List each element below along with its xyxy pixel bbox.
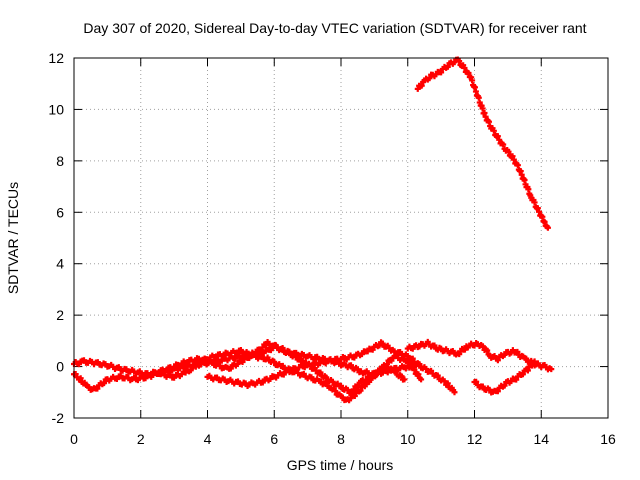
y-tick-label: 6 [56, 204, 64, 220]
data-point [94, 385, 101, 392]
y-axis-label: SDTVAR / TECUs [5, 182, 21, 294]
data-point [494, 388, 501, 395]
data-point [485, 118, 492, 125]
y-tick-label: 12 [48, 50, 64, 66]
plot-frame [73, 57, 609, 419]
y-tick-label: 0 [56, 359, 64, 375]
data-point [234, 361, 241, 368]
data-point [348, 362, 355, 369]
data-point [438, 69, 445, 76]
data-point [500, 141, 507, 148]
data-point [484, 347, 491, 354]
data-point [509, 153, 516, 160]
data-point [426, 75, 433, 82]
data-point [227, 365, 234, 372]
data-point [376, 342, 383, 349]
x-axis-label: GPS time / hours [287, 457, 394, 473]
data-points [71, 56, 555, 404]
data-point [264, 354, 271, 361]
data-point [465, 69, 472, 76]
data-point [357, 387, 364, 394]
x-tick-label: 2 [137, 431, 145, 447]
data-point [494, 357, 501, 364]
x-tick-label: 4 [204, 431, 212, 447]
data-point [77, 375, 84, 382]
data-point [392, 368, 399, 375]
data-point [541, 218, 548, 225]
series-s4 [204, 339, 458, 396]
data-point [523, 355, 530, 362]
data-point [271, 358, 278, 365]
data-point [444, 380, 451, 387]
y-tick-label: 10 [48, 101, 64, 117]
data-point [194, 361, 201, 368]
data-point [456, 58, 463, 65]
data-point [372, 373, 379, 380]
series-s7 [414, 56, 551, 231]
data-point [431, 342, 438, 349]
data-point [534, 205, 541, 212]
data-point [490, 127, 497, 134]
x-tick-label: 14 [533, 431, 549, 447]
data-point [338, 382, 344, 389]
data-point [292, 353, 299, 360]
series-s6 [471, 358, 538, 396]
data-point [367, 376, 374, 383]
data-point [501, 382, 508, 389]
data-point [286, 348, 293, 355]
data-point [444, 63, 451, 70]
data-point [378, 367, 385, 374]
data-point [548, 366, 555, 373]
data-point [383, 361, 390, 368]
data-point [519, 371, 526, 378]
data-point [531, 199, 538, 206]
y-tick-label: 4 [56, 256, 64, 272]
data-point [401, 376, 408, 383]
data-point [332, 387, 339, 394]
data-point [451, 389, 458, 396]
data-point [513, 376, 520, 383]
y-tick-label: -2 [52, 410, 65, 426]
data-point [434, 372, 441, 379]
data-point [441, 378, 448, 385]
data-point [539, 213, 546, 220]
x-tick-label: 0 [70, 431, 78, 447]
x-tick-label: 12 [467, 431, 483, 447]
y-tick-label: 2 [56, 307, 64, 323]
data-point [510, 156, 517, 163]
series-s5 [404, 338, 555, 373]
data-point [409, 355, 416, 362]
data-point [494, 133, 501, 140]
data-point [101, 380, 108, 387]
data-point [481, 110, 488, 117]
data-point [461, 64, 468, 71]
data-point [415, 371, 422, 378]
x-tick-label: 6 [270, 431, 278, 447]
data-point [496, 136, 503, 143]
data-point [379, 340, 386, 347]
x-tick-label: 16 [600, 431, 616, 447]
y-tick-label: 8 [56, 153, 64, 169]
data-point [398, 373, 405, 380]
data-point [416, 361, 423, 368]
data-point [317, 369, 324, 376]
data-point [473, 378, 480, 385]
x-tick-label: 10 [400, 431, 416, 447]
data-point [544, 224, 551, 231]
data-point [524, 367, 531, 374]
data-point [531, 358, 538, 365]
grid [74, 58, 608, 418]
data-point [418, 376, 425, 383]
data-point [418, 82, 425, 89]
x-tick-label: 8 [337, 431, 345, 447]
chart-title: Day 307 of 2020, Sidereal Day-to-day VTE… [83, 20, 586, 36]
data-point [187, 367, 194, 374]
data-point [411, 367, 418, 374]
data-point [505, 148, 512, 155]
data-point [404, 352, 411, 359]
data-point [482, 113, 489, 120]
data-point [536, 208, 543, 215]
